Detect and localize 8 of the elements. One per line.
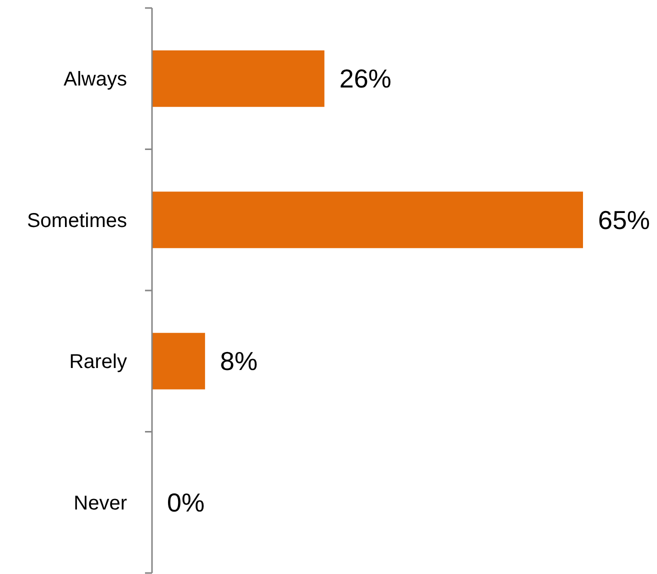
y-tick-label: Sometimes xyxy=(26,210,127,232)
data-label: 65% xyxy=(598,204,650,235)
y-tick-label: Rarely xyxy=(69,351,127,374)
y-tick-label: Always xyxy=(64,68,127,91)
data-label: 8% xyxy=(220,346,258,376)
data-label: 26% xyxy=(339,64,392,94)
data-label: 0% xyxy=(167,487,205,518)
y-tick-label: Never xyxy=(74,492,128,514)
